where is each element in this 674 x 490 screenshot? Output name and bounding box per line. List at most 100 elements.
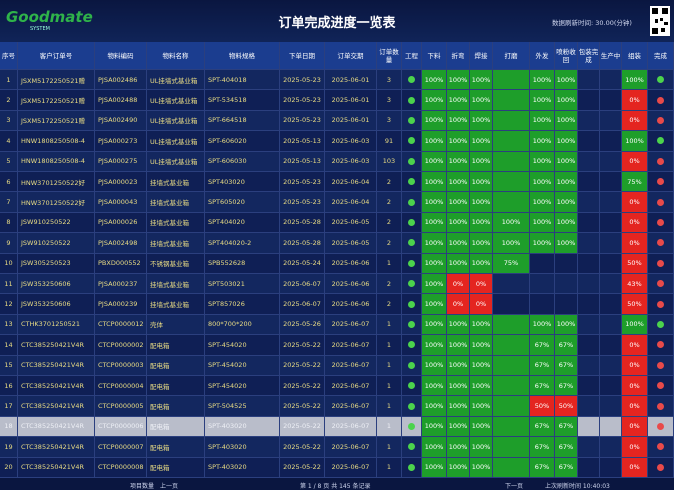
table-cell: SPT-454020 [205,355,280,376]
table-cell: 2025-06-07 [325,457,377,478]
progress-cell: 100% [447,253,470,274]
status-cell [648,90,674,111]
progress-cell: 75% [493,253,530,274]
footer: 项目数量 上一页 第 1 / 8 页 共 145 条记录 下一页 上次刷新时间 … [0,478,674,490]
table-cell: 配电箱 [147,416,205,438]
progress-cell [493,110,530,132]
status-cell [402,90,422,111]
table-cell: 2 [377,274,402,295]
table-cell: HNW3701250522好 [18,192,95,213]
status-cell [648,233,674,254]
table-cell: 挂墙式基业箱 [147,212,205,234]
progress-cell: 50% [622,253,648,274]
table-cell: CTC385250421V4R [18,396,95,417]
status-cell [402,212,422,234]
status-dot [408,137,415,145]
status-dot [408,463,415,471]
table-cell: 3 [377,110,402,132]
status-dot [408,96,415,104]
status-cell [402,335,422,356]
progress-cell [600,416,622,438]
progress-cell [578,274,600,295]
status-cell [402,110,422,132]
table-cell: 1 [0,70,18,91]
progress-cell: 0% [470,294,493,315]
status-dot [657,137,664,145]
table-cell: 1 [377,335,402,356]
progress-cell: 100% [470,90,493,111]
table-cell: 5 [0,151,18,172]
table-cell: PJSA002490 [95,110,147,132]
progress-cell [600,437,622,458]
status-cell [648,253,674,274]
progress-cell [600,212,622,234]
table-cell: SPT404020-2 [205,233,280,254]
table-cell: 2025-05-23 [280,90,325,111]
progress-cell: 100% [530,90,555,111]
progress-cell: 100% [422,355,447,376]
progress-cell: 100% [422,294,447,315]
status-dot [657,96,664,104]
table-cell: 2025-06-07 [325,437,377,458]
progress-cell [600,70,622,91]
progress-cell: 0% [622,212,648,234]
progress-cell [493,294,530,315]
progress-cell: 67% [530,416,555,438]
progress-cell [600,335,622,356]
progress-cell: 100% [470,396,493,417]
table-cell: PJSA002488 [95,90,147,111]
table-cell: CTCP0000007 [95,437,147,458]
progress-cell: 67% [530,335,555,356]
status-cell [402,131,422,152]
status-dot [657,239,664,247]
next-page[interactable]: 下一页 [505,483,524,490]
table-cell: HNW1808250508-4 [18,151,95,172]
table-cell: 1 [377,376,402,397]
progress-cell: 100% [470,212,493,234]
progress-cell [493,192,530,213]
progress-cell: 100% [447,396,470,417]
table-cell: SPT-454020 [205,376,280,397]
progress-cell: 100% [447,314,470,336]
table-cell: 2025-06-04 [325,172,377,193]
status-cell [402,70,422,91]
column-header: 订单交期 [325,42,377,70]
table-cell: CTCP0000002 [95,335,147,356]
status-dot [657,402,664,410]
progress-cell: 100% [622,131,648,152]
table-cell: PJSA000273 [95,131,147,152]
prev-page[interactable]: 上一页 [160,483,179,490]
table-cell: 配电箱 [147,355,205,376]
progress-cell: 100% [530,110,555,132]
progress-cell: 0% [622,110,648,132]
status-cell [648,416,674,438]
table-cell: 2 [377,233,402,254]
progress-cell: 100% [422,212,447,234]
progress-cell: 67% [555,437,578,458]
logo: Goodmate [6,8,93,26]
progress-cell: 100% [622,314,648,336]
status-dot [657,422,664,430]
table-cell: 2025-05-22 [280,376,325,397]
table-cell: 15 [0,355,18,376]
progress-cell: 100% [447,110,470,132]
progress-cell: 67% [530,376,555,397]
progress-cell: 100% [447,172,470,193]
progress-cell [600,314,622,336]
progress-cell [600,131,622,152]
table-cell: 8 [0,212,18,234]
progress-cell: 0% [622,437,648,458]
progress-cell: 100% [470,192,493,213]
table-cell: 3 [377,90,402,111]
progress-cell: 100% [422,90,447,111]
table-cell: 18 [0,416,18,438]
progress-cell [493,90,530,111]
status-cell [648,396,674,417]
table-cell: 配电箱 [147,437,205,458]
progress-cell: 100% [470,457,493,478]
column-header: 组装 [622,42,648,70]
column-header: 物料规格 [205,42,280,70]
table-cell: CTC385250421V4R [18,335,95,356]
progress-cell: 0% [622,396,648,417]
table-cell: SPT-403020 [205,437,280,458]
